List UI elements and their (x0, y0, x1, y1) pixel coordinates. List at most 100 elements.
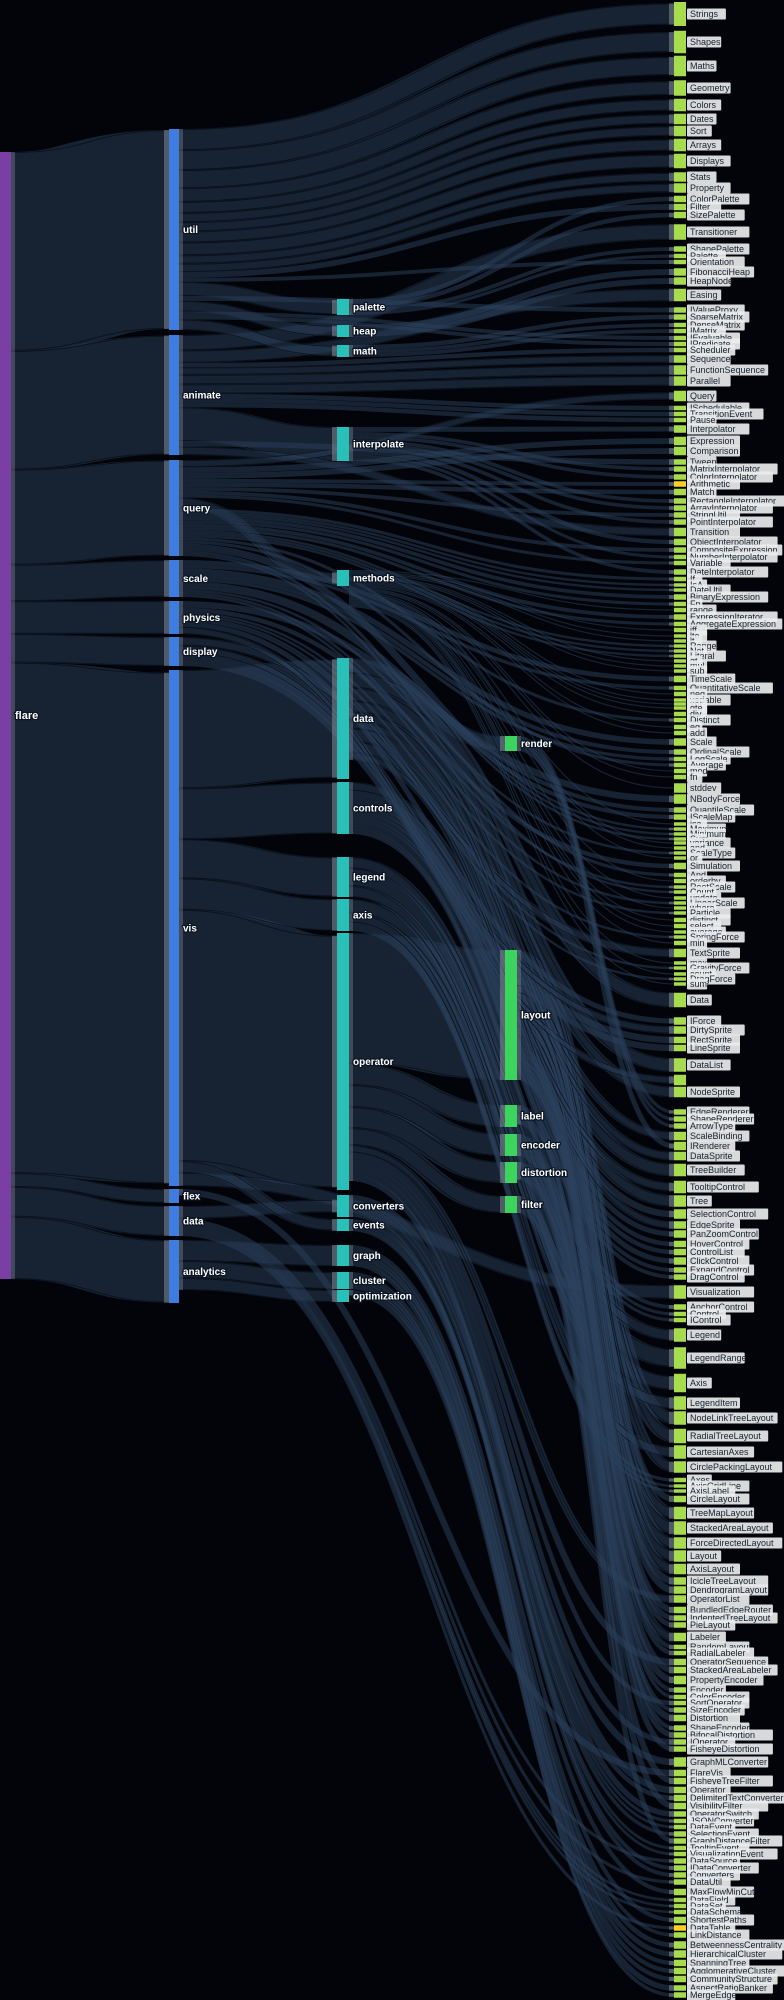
sankey-node-Scheduler[interactable] (674, 347, 686, 353)
sankey-node-Layout[interactable] (674, 1550, 686, 1562)
sankey-node-converters[interactable] (337, 1195, 349, 1217)
sankey-node-events[interactable] (337, 1219, 349, 1231)
sankey-node-RadialTreeLayout[interactable] (674, 1428, 686, 1444)
sankey-node-gt[interactable] (674, 659, 686, 663)
sankey-node-OperatorList[interactable] (674, 1595, 686, 1603)
sankey-node-RectangleInterpolator[interactable] (674, 498, 686, 504)
sankey-node-Labeler[interactable] (674, 1632, 686, 1642)
sankey-node-HierarchicalCluster[interactable] (674, 1950, 686, 1958)
sankey-node-VisualizationEvent[interactable] (674, 1851, 686, 1857)
sankey-node-ShapePalette[interactable] (674, 246, 686, 252)
sankey-node-Literal[interactable] (674, 654, 686, 658)
sankey-node-Average[interactable] (674, 762, 686, 768)
sankey-node-Tree[interactable] (674, 1195, 686, 1207)
sankey-node-TextSprite[interactable] (674, 948, 686, 958)
sankey-node-DataSchema[interactable] (674, 1909, 686, 1915)
sankey-node-ISchedulable[interactable] (674, 405, 686, 411)
sankey-node-ColorEncoder[interactable] (674, 1694, 686, 1700)
sankey-node-DenseMatrix[interactable] (674, 322, 686, 328)
sankey-node-Arithmetic[interactable] (674, 481, 686, 487)
sankey-node-SparseMatrix[interactable] (674, 314, 686, 320)
sankey-node-RootScale[interactable] (674, 885, 686, 889)
sankey-node-range[interactable] (674, 607, 686, 613)
sankey-node-lte[interactable] (674, 634, 686, 638)
sankey-node-Pause[interactable] (674, 417, 686, 423)
sankey-node-min[interactable] (674, 940, 686, 946)
sankey-node-label[interactable] (505, 1105, 517, 1127)
sankey-node-Parallel[interactable] (674, 376, 686, 386)
sankey-node-IMatrix[interactable] (674, 328, 686, 334)
sankey-node-Maths[interactable] (674, 55, 686, 77)
sankey-node-StackedAreaLayout[interactable] (674, 1521, 686, 1535)
sankey-node-axis[interactable] (337, 899, 349, 931)
sankey-node-AxisLayout[interactable] (674, 1563, 686, 1575)
sankey-node-distortion[interactable] (505, 1162, 517, 1183)
sankey-node-ObjectInterpolator[interactable] (674, 538, 686, 546)
sankey-node-SpringForce[interactable] (674, 935, 686, 939)
sankey-node-FisheyeTreeFilter[interactable] (674, 1777, 686, 1785)
sankey-node-GravityForce[interactable] (674, 966, 686, 970)
sankey-node-encoder[interactable] (505, 1134, 517, 1156)
sankey-node-IRenderer[interactable] (674, 1141, 686, 1151)
sankey-node-BifocalDistortion[interactable] (674, 1732, 686, 1738)
sankey-node-Sequence[interactable] (674, 355, 686, 363)
sankey-node-mod[interactable] (674, 768, 686, 774)
sankey-node-ScaleBinding[interactable] (674, 1131, 686, 1141)
sankey-node-Distortion[interactable] (674, 1714, 686, 1722)
sankey-node-MaxFlowMinCut[interactable] (674, 1888, 686, 1896)
sankey-node-IValueProxy[interactable] (674, 307, 686, 313)
sankey-node-VisibilityFilter[interactable] (674, 1802, 686, 1810)
sankey-node-select[interactable] (674, 923, 686, 929)
sankey-node-StackedAreaLabeler[interactable] (674, 1666, 686, 1674)
sankey-node-average[interactable] (674, 930, 686, 934)
sankey-node-Shapes[interactable] (674, 30, 686, 54)
sankey-node-ClickControl[interactable] (674, 1257, 686, 1265)
sankey-node-NodeSprite[interactable] (674, 1086, 686, 1098)
sankey-node-SizePalette[interactable] (674, 211, 686, 219)
sankey-node-Displays[interactable] (674, 153, 686, 169)
sankey-node-display[interactable] (169, 637, 179, 666)
sankey-node-IPredicate[interactable] (674, 341, 686, 347)
sankey-node-ShortestPaths[interactable] (674, 1916, 686, 1924)
sankey-node-Data[interactable] (674, 992, 686, 1008)
sankey-node-controls[interactable] (337, 782, 349, 834)
sankey-node-Axes[interactable] (674, 1477, 686, 1483)
sankey-node-DataEvent[interactable] (674, 1824, 686, 1830)
sankey-node-BetweennessCentrality[interactable] (674, 1941, 686, 1949)
sankey-node-DateUtil[interactable] (674, 588, 686, 592)
sankey-node-sum[interactable] (674, 982, 686, 986)
sankey-node-flex[interactable] (169, 1189, 179, 1203)
sankey-node-Range[interactable] (674, 644, 686, 648)
sankey-node-MatrixInterpolator[interactable] (674, 466, 686, 472)
sankey-node-OperatorSwitch[interactable] (674, 1811, 686, 1817)
sankey-node-Control[interactable] (674, 1311, 686, 1317)
sankey-node-PanZoomControl[interactable] (674, 1230, 686, 1238)
sankey-node-HoverControl[interactable] (674, 1240, 686, 1248)
sankey-node-where[interactable] (674, 906, 686, 910)
sankey-node-RadialLabeler[interactable] (674, 1650, 686, 1656)
sankey-node-heap[interactable] (337, 325, 349, 337)
sankey-node-Tween[interactable] (674, 459, 686, 465)
sankey-node-lt[interactable] (674, 639, 686, 643)
sankey-node-Legend[interactable] (674, 1328, 686, 1342)
sankey-node-ColorInterpolator[interactable] (674, 474, 686, 480)
sankey-node-util[interactable] (169, 129, 179, 330)
sankey-node-DataUtil[interactable] (674, 1879, 686, 1885)
sankey-node-IForce[interactable] (674, 1017, 686, 1025)
sankey-node-If[interactable] (674, 576, 686, 582)
sankey-node-palette[interactable] (337, 299, 349, 315)
sankey-node-Colors[interactable] (674, 98, 686, 112)
sankey-node-DendrogramLayout[interactable] (674, 1586, 686, 1594)
sankey-node-Property[interactable] (674, 183, 686, 193)
sankey-node-distinct[interactable] (674, 917, 686, 923)
sankey-node-Arrays[interactable] (674, 138, 686, 152)
sankey-node-render[interactable] (505, 736, 517, 751)
sankey-node-Stats[interactable] (674, 172, 686, 182)
sankey-node-SizeEncoder[interactable] (674, 1707, 686, 1713)
sankey-node-Expression[interactable] (674, 436, 686, 446)
sankey-node-StringUtil[interactable] (674, 512, 686, 518)
sankey-node-ArrowType[interactable] (674, 1123, 686, 1129)
sankey-node-IScaleMap[interactable] (674, 814, 686, 820)
sankey-node-PointInterpolator[interactable] (674, 519, 686, 525)
sankey-node-div[interactable] (674, 711, 686, 717)
